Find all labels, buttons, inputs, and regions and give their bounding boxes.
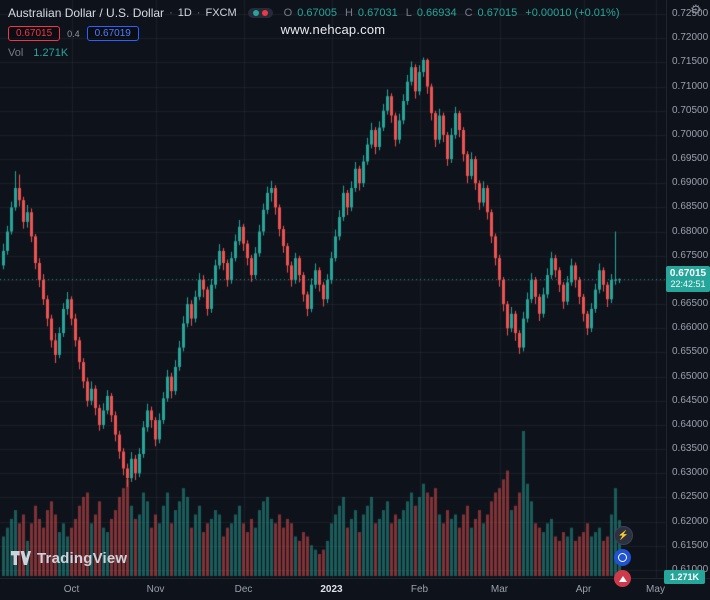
- time-tick-label: 2023: [320, 584, 343, 595]
- time-tick-label: May: [646, 584, 665, 595]
- time-tick-label: Mar: [490, 584, 509, 595]
- volume-axis-tag: 1.271K: [664, 570, 706, 584]
- gear-icon[interactable]: ⚙: [690, 2, 702, 17]
- chart-watermark: www.nehcap.com: [280, 22, 386, 37]
- high-label: H: [344, 7, 353, 19]
- close-label: C: [464, 7, 473, 19]
- time-tick-label: Dec: [234, 584, 253, 595]
- close-value: 0.67015: [477, 7, 518, 19]
- bar-countdown: 22:42:51: [670, 279, 706, 290]
- time-tick-label: Feb: [410, 584, 429, 595]
- price-tick-label: 0.72000: [672, 32, 709, 44]
- last-price-value: 0.67015: [669, 268, 707, 280]
- change-value: +0.00010 (+0.01%): [525, 7, 620, 19]
- price-tick-label: 0.61000: [672, 564, 708, 575]
- symbol-title[interactable]: Australian Dollar / U.S. Dollar: [8, 6, 165, 20]
- legend-row-symbol: Australian Dollar / U.S. Dollar · 1D · F…: [8, 6, 619, 20]
- lightning-icon: ⚡: [617, 530, 630, 540]
- volume-indicator-value: 1.271K: [33, 47, 69, 59]
- tradingview-logo[interactable]: TradingView: [10, 549, 127, 567]
- price-tick-label: 0.69500: [672, 153, 709, 165]
- open-label: O: [283, 7, 293, 19]
- high-value: 0.67031: [357, 7, 398, 19]
- price-tick-label: 0.72500: [672, 8, 709, 19]
- broker-badge-blue-button[interactable]: [614, 549, 631, 566]
- price-tick-label: 0.64000: [672, 418, 709, 430]
- quick-action-stack: ⚡: [614, 526, 633, 587]
- low-value: 0.66934: [416, 7, 457, 19]
- time-tick-label: Apr: [575, 584, 592, 595]
- price-tick-label: 0.65000: [672, 370, 709, 382]
- open-value: 0.67005: [297, 7, 337, 19]
- tradingview-logo-icon: [10, 551, 31, 565]
- buy-sell-toggle[interactable]: [247, 8, 273, 18]
- price-tick-label: 0.69000: [672, 177, 709, 189]
- price-tick-label: 0.62500: [672, 491, 709, 503]
- ring-icon: [618, 553, 627, 562]
- price-tick-label: 0.64500: [672, 394, 709, 406]
- spread-value: 0.4: [67, 28, 80, 39]
- legend-row-trade: 0.67015 0.4 0.67019: [8, 26, 619, 41]
- lightning-button[interactable]: ⚡: [614, 526, 633, 545]
- price-tick-label: 0.70500: [672, 104, 709, 116]
- timeframe-label[interactable]: 1D: [177, 7, 192, 19]
- price-tick-label: 0.63500: [672, 443, 709, 455]
- price-tick-label: 0.66500: [672, 298, 709, 310]
- triangle-icon: [618, 575, 627, 582]
- price-tick-label: 0.71500: [672, 56, 709, 68]
- price-tick-label: 0.61500: [672, 539, 709, 551]
- low-label: L: [405, 7, 412, 19]
- price-axis[interactable]: 0.72500 0.72000 0.71500 0.71000 0.70500 0.700…: [666, 0, 710, 578]
- price-tick-label: 0.67500: [672, 249, 709, 261]
- legend: Australian Dollar / U.S. Dollar · 1D · F…: [8, 6, 619, 65]
- exchange-label: FXCM: [205, 7, 237, 19]
- time-tick-label: Oct: [63, 584, 80, 595]
- tradingview-logo-text: TradingView: [37, 549, 128, 567]
- separator: ·: [196, 7, 201, 19]
- price-tick-label: 0.71000: [672, 80, 709, 92]
- buy-button[interactable]: 0.67019: [86, 26, 139, 41]
- volume-indicator-label[interactable]: Vol: [8, 47, 24, 59]
- broker-badge-red-button[interactable]: [614, 570, 631, 587]
- legend-row-volume: Vol 1.271K: [8, 47, 619, 59]
- price-tick-label: 0.70000: [672, 128, 709, 140]
- separator: ·: [169, 7, 173, 19]
- price-tick-label: 0.62000: [672, 515, 709, 527]
- time-tick-label: Nov: [146, 584, 165, 595]
- price-tick-label: 0.66000: [672, 322, 709, 334]
- toggle-green-dot-icon: [252, 10, 259, 16]
- sell-button[interactable]: 0.67015: [8, 26, 61, 41]
- price-tick-label: 0.65500: [672, 346, 709, 358]
- last-price-tag: 0.67015 22:42:51: [666, 266, 710, 293]
- time-axis[interactable]: Oct Nov Dec 2023 Feb Mar Apr May: [0, 578, 710, 600]
- toggle-red-dot-icon: [261, 10, 268, 16]
- price-tick-label: 0.68000: [672, 225, 709, 237]
- price-tick-label: 0.68500: [672, 201, 709, 213]
- price-tick-label: 0.63000: [672, 467, 709, 479]
